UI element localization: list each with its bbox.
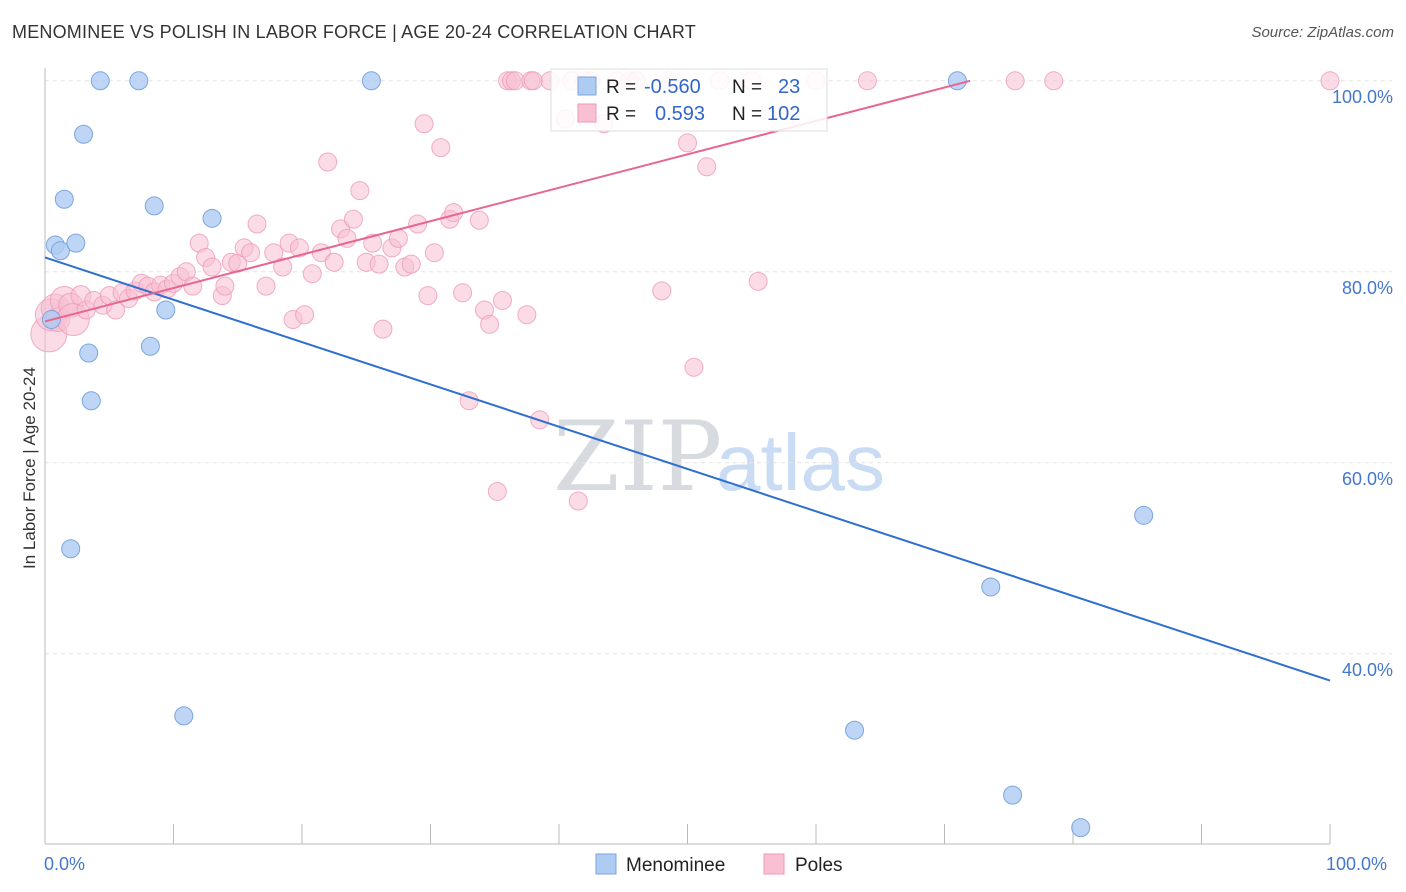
poles-point-65	[453, 283, 473, 303]
poles-point-93	[697, 157, 717, 177]
menominee-point-22	[1134, 505, 1154, 525]
poles-point-45	[324, 252, 344, 272]
y-tick-label-2: 60.0%	[1342, 469, 1393, 489]
poles-point-60	[418, 286, 438, 306]
poles-point-47	[337, 228, 357, 248]
menominee-point-10	[129, 71, 149, 91]
poles-point-52	[369, 254, 389, 274]
stats-r-value-poles: 0.593	[655, 103, 705, 125]
chart-title: MENOMINEE VS POLISH IN LABOR FORCE | AGE…	[12, 22, 696, 42]
menominee-point-18	[947, 71, 967, 91]
poles-point-61	[424, 243, 444, 263]
stats-legend: R = -0.560 N = 23 R = 0.593 N = 102	[550, 68, 828, 132]
poles-point-69	[480, 314, 500, 334]
axes	[44, 68, 1331, 845]
poles-point-44	[318, 152, 338, 172]
stats-r-value-menominee: -0.560	[644, 76, 701, 98]
poles-point-27	[202, 257, 222, 277]
menominee-point-6	[74, 124, 94, 144]
x-tick-label-min: 0.0%	[44, 854, 85, 874]
poles-point-98	[857, 71, 877, 91]
bottom-legend: Menominee Poles	[595, 853, 843, 876]
poles-point-99	[1005, 71, 1025, 91]
trend-lines	[44, 79, 1331, 682]
poles-point-71	[492, 290, 512, 310]
chart-source: Source: ZipAtlas.com	[1251, 24, 1394, 41]
menominee-point-16	[361, 71, 381, 91]
legend-swatch-menominee	[595, 853, 617, 875]
stats-r-label-menominee: R =	[606, 77, 636, 98]
poles-point-34	[247, 214, 267, 234]
y-tick-labels: 100.0% 80.0% 60.0% 40.0%	[1332, 87, 1393, 680]
poles-point-101	[1320, 71, 1340, 91]
poles-point-42	[302, 264, 322, 284]
stats-n-value-menominee: 23	[778, 76, 800, 98]
y-tick-label-0: 100.0%	[1332, 87, 1393, 107]
menominee-point-3	[54, 189, 74, 209]
poles-point-33	[241, 243, 261, 263]
stats-r-label-poles: R =	[606, 104, 636, 125]
stats-legend-swatch-poles	[577, 103, 597, 123]
poles-point-48	[343, 209, 363, 229]
menominee-point-4	[61, 539, 81, 559]
poles-point-51	[363, 233, 383, 253]
poles-point-59	[414, 114, 434, 134]
menominee-point-9	[90, 71, 110, 91]
stats-legend-swatch-menominee	[577, 76, 597, 96]
poles-point-100	[1044, 71, 1064, 91]
x-tick-label-max: 100.0%	[1326, 854, 1387, 874]
menominee-point-20	[1003, 785, 1023, 805]
menominee-point-14	[174, 706, 194, 726]
poles-point-77	[523, 71, 543, 91]
stats-legend-box	[550, 68, 828, 132]
poles-point-96	[748, 271, 768, 291]
x-tick-labels: 0.0% 100.0%	[44, 854, 1387, 874]
stats-n-label-poles: N =	[732, 104, 762, 125]
menominee-point-7	[79, 343, 99, 363]
poles-point-41	[295, 305, 315, 325]
menominee-point-8	[81, 391, 101, 411]
menominee-point-5	[66, 233, 86, 253]
poles-point-24	[183, 276, 203, 296]
menominee-point-12	[144, 196, 164, 216]
y-tick-label-3: 40.0%	[1342, 660, 1393, 680]
menominee-point-2	[50, 241, 70, 261]
poles-point-92	[684, 357, 704, 377]
menominee-point-15	[202, 208, 222, 228]
menominee-point-11	[140, 336, 160, 356]
poles-point-49	[350, 181, 370, 201]
poles-trend-line	[44, 79, 971, 323]
menominee-points	[41, 71, 1154, 838]
menominee-point-21	[1071, 818, 1091, 838]
poles-point-37	[273, 257, 293, 277]
poles-point-62	[431, 138, 451, 158]
legend-label-poles: Poles	[795, 855, 843, 876]
poles-point-29	[215, 276, 235, 296]
poles-point-40	[289, 238, 309, 258]
poles-point-82	[568, 491, 588, 511]
menominee-point-17	[845, 720, 865, 740]
poles-point-53	[373, 319, 393, 339]
poles-point-89	[652, 281, 672, 301]
menominee-point-19	[981, 577, 1001, 597]
legend-swatch-poles	[763, 853, 785, 875]
stats-n-label-menominee: N =	[732, 77, 762, 98]
poles-point-67	[469, 210, 489, 230]
grid-lines	[45, 80, 1392, 655]
menominee-trend-line	[44, 256, 1331, 682]
watermark: ZIP atlas	[553, 401, 885, 513]
poles-point-57	[401, 254, 421, 274]
poles-point-75	[517, 305, 537, 325]
menominee-point-13	[156, 300, 176, 320]
poles-point-12	[106, 300, 126, 320]
poles-point-35	[256, 276, 276, 296]
poles-point-70	[487, 481, 507, 501]
stats-n-value-poles: 102	[767, 103, 800, 125]
y-tick-label-1: 80.0%	[1342, 278, 1393, 298]
poles-point-91	[678, 133, 697, 153]
legend-label-menominee: Menominee	[626, 855, 725, 876]
